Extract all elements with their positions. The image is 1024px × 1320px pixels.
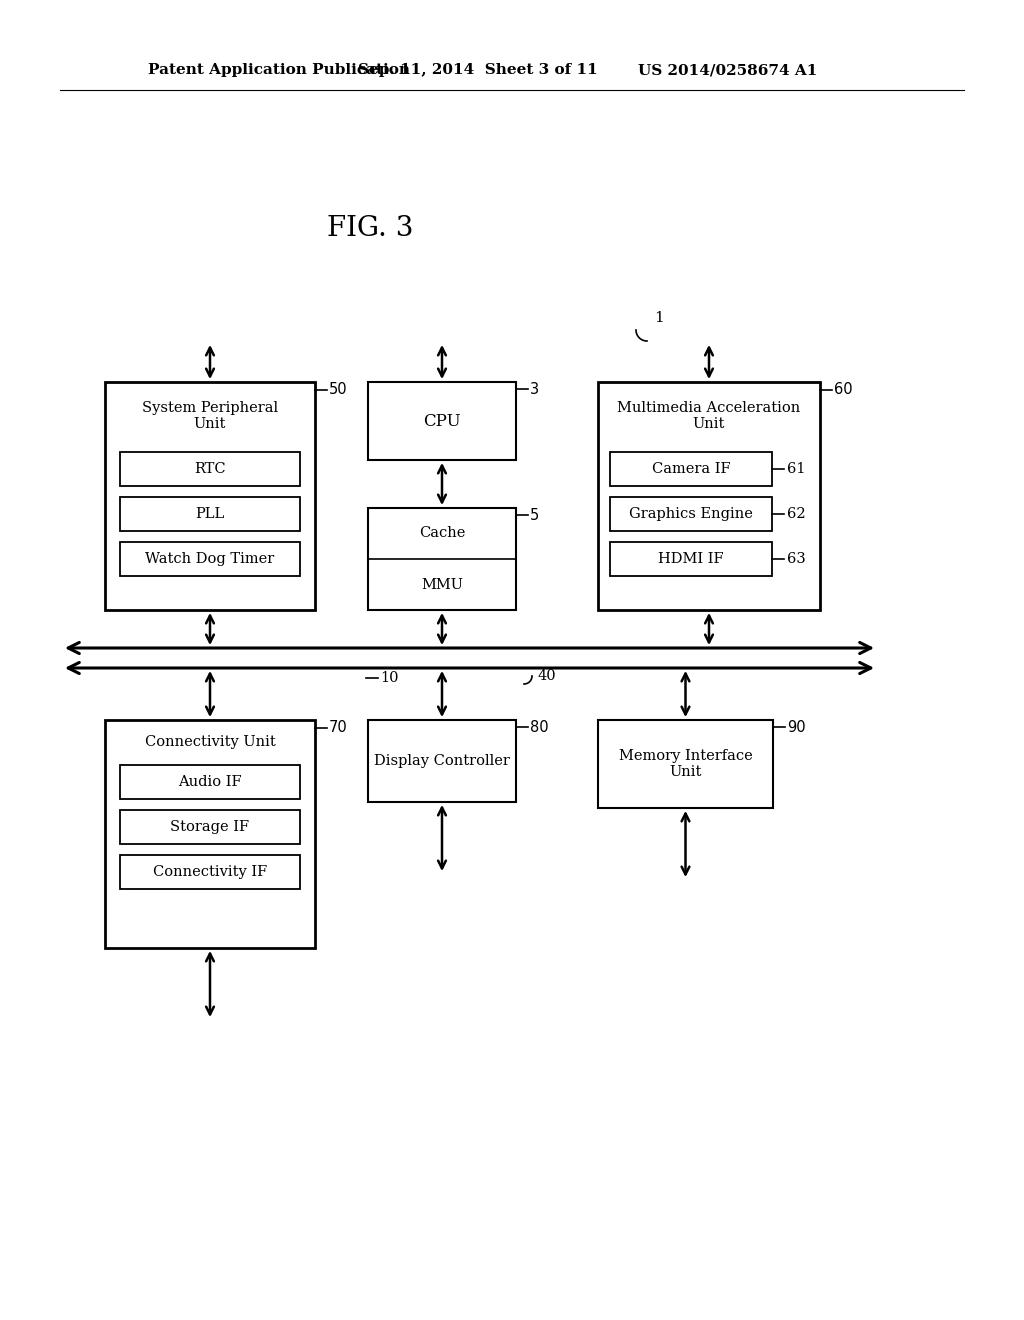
Text: Watch Dog Timer: Watch Dog Timer xyxy=(145,552,274,566)
Text: 80: 80 xyxy=(530,719,549,734)
Bar xyxy=(368,508,516,610)
Bar xyxy=(610,543,772,576)
Text: Graphics Engine: Graphics Engine xyxy=(629,507,753,521)
Text: 70: 70 xyxy=(329,721,348,735)
Text: Memory Interface
Unit: Memory Interface Unit xyxy=(618,748,753,779)
Text: Cache: Cache xyxy=(419,525,465,540)
Text: Connectivity Unit: Connectivity Unit xyxy=(144,735,275,748)
Bar xyxy=(610,451,772,486)
Text: US 2014/0258674 A1: US 2014/0258674 A1 xyxy=(638,63,817,77)
Bar xyxy=(105,381,315,610)
Text: System Peripheral
Unit: System Peripheral Unit xyxy=(142,401,279,432)
Text: CPU: CPU xyxy=(423,412,461,429)
Text: 10: 10 xyxy=(380,671,398,685)
Text: 63: 63 xyxy=(787,552,806,566)
Bar xyxy=(120,451,300,486)
Text: 90: 90 xyxy=(787,719,806,734)
Bar xyxy=(105,719,315,948)
Text: Audio IF: Audio IF xyxy=(178,775,242,789)
Text: FIG. 3: FIG. 3 xyxy=(327,214,414,242)
Bar xyxy=(120,543,300,576)
Bar xyxy=(598,719,773,808)
Text: HDMI IF: HDMI IF xyxy=(658,552,724,566)
Text: Display Controller: Display Controller xyxy=(374,754,510,768)
Text: Storage IF: Storage IF xyxy=(170,820,250,834)
Text: MMU: MMU xyxy=(421,578,463,591)
Text: Camera IF: Camera IF xyxy=(651,462,730,477)
Text: Sep. 11, 2014  Sheet 3 of 11: Sep. 11, 2014 Sheet 3 of 11 xyxy=(358,63,598,77)
Text: 62: 62 xyxy=(787,507,806,521)
Bar xyxy=(610,498,772,531)
Text: 1: 1 xyxy=(654,312,664,325)
Text: Patent Application Publication: Patent Application Publication xyxy=(148,63,410,77)
Bar xyxy=(120,855,300,888)
Text: 50: 50 xyxy=(329,383,347,397)
Bar xyxy=(368,381,516,459)
Text: 3: 3 xyxy=(530,381,539,396)
Bar xyxy=(120,766,300,799)
Text: PLL: PLL xyxy=(196,507,224,521)
Text: 40: 40 xyxy=(538,669,557,682)
Text: RTC: RTC xyxy=(195,462,226,477)
Text: Connectivity IF: Connectivity IF xyxy=(153,865,267,879)
Bar xyxy=(120,498,300,531)
Text: 5: 5 xyxy=(530,507,540,523)
Text: Multimedia Acceleration
Unit: Multimedia Acceleration Unit xyxy=(617,401,801,432)
Bar xyxy=(120,810,300,843)
Text: 60: 60 xyxy=(834,383,853,397)
Text: 61: 61 xyxy=(787,462,806,477)
Bar xyxy=(368,719,516,803)
Bar xyxy=(598,381,820,610)
